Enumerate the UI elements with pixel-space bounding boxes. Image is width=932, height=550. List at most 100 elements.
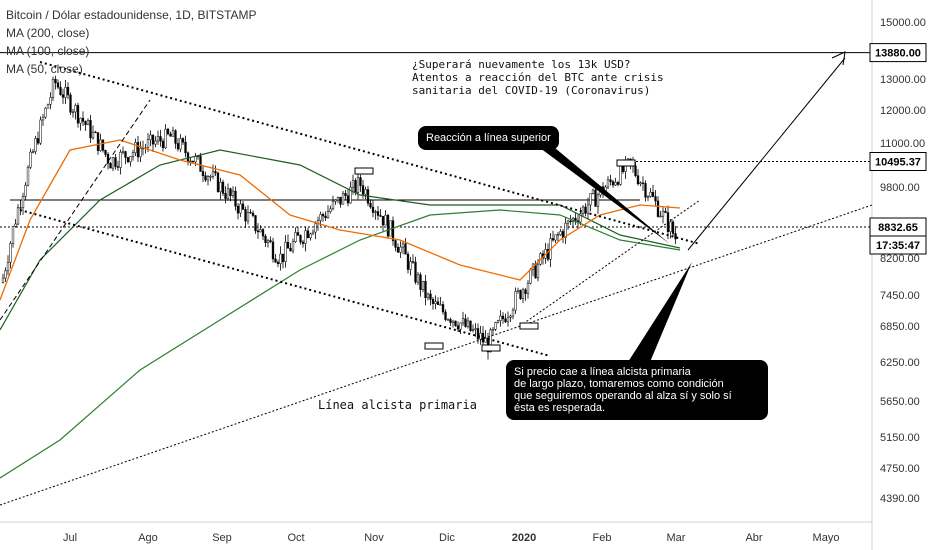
- candle-body: [259, 229, 262, 233]
- candle-body: [496, 320, 500, 323]
- indicator-ma100: MA (100, close): [6, 44, 90, 58]
- candle-body: [176, 143, 180, 150]
- candle-body: [94, 131, 97, 134]
- candle-body: [4, 270, 7, 279]
- pivot-marker: [519, 322, 539, 330]
- candle-body: [184, 141, 187, 154]
- candle-body: [71, 111, 75, 113]
- candle-body: [11, 226, 15, 244]
- candle-body: [411, 261, 415, 263]
- candle-body: [424, 280, 427, 298]
- price-label-text: 17:35:47: [876, 240, 920, 252]
- candle-body: [296, 232, 300, 236]
- candle-body: [306, 230, 310, 238]
- candle-body: [321, 214, 325, 217]
- candle-body: [54, 78, 57, 84]
- candle-body: [106, 154, 110, 164]
- candle-body: [84, 121, 87, 126]
- candle-body: [434, 301, 437, 304]
- candle-body: [236, 205, 240, 214]
- candle-body: [146, 139, 150, 149]
- candle-body: [126, 157, 130, 163]
- candle-body: [74, 105, 77, 113]
- candle-body: [559, 231, 562, 235]
- y-tick-label: 9800.00: [880, 182, 920, 194]
- y-tick-label: 8200.00: [880, 253, 920, 265]
- candle-body: [214, 171, 217, 174]
- candle-body: [301, 241, 305, 244]
- candle-body: [444, 311, 447, 320]
- candle-body: [616, 182, 620, 185]
- candle-body: [611, 181, 615, 186]
- note-block: ¿Superará nuevamente los 13k USD? Atento…: [412, 58, 664, 97]
- candle-body: [226, 188, 230, 199]
- candle-body: [44, 107, 47, 118]
- candle-body: [201, 171, 205, 176]
- ma200-line: [0, 209, 681, 479]
- candle-body: [466, 320, 470, 327]
- candle-body: [109, 163, 112, 169]
- candle-body: [314, 223, 317, 233]
- ma100-line: [0, 149, 681, 331]
- candle-body: [256, 230, 260, 233]
- candle-body: [179, 138, 182, 150]
- candle-body: [499, 315, 502, 322]
- candle-body: [209, 176, 212, 178]
- candle-body: [199, 155, 202, 172]
- note-line-3: sanitaria del COVID-19 (Coronavirus): [412, 84, 651, 97]
- candle-body: [299, 235, 302, 243]
- candle-body: [641, 182, 645, 184]
- candle-body: [354, 180, 357, 193]
- candle-body: [409, 261, 412, 270]
- x-tick-label: Dic: [439, 532, 455, 544]
- candle-body: [361, 185, 365, 195]
- descending-upper-line: [39, 61, 701, 245]
- candle-body: [239, 203, 242, 214]
- candle-body: [139, 148, 142, 158]
- candle-body: [46, 104, 50, 109]
- candle-body: [336, 196, 340, 201]
- candle-body: [554, 234, 557, 241]
- candle-body: [419, 274, 422, 290]
- candle-body: [9, 243, 12, 263]
- candle-body: [114, 157, 117, 167]
- candle-body: [86, 120, 90, 126]
- candle-body: [454, 320, 457, 326]
- candle-body: [351, 180, 355, 188]
- candle-body: [271, 241, 275, 260]
- candle-body: [634, 165, 637, 176]
- price-label-box: [869, 152, 927, 172]
- secondary-uptrend-line: [0, 99, 151, 321]
- candle-body: [249, 212, 252, 214]
- candle-body: [346, 195, 350, 204]
- candle-body: [524, 289, 527, 294]
- pivot-marker: [354, 167, 374, 175]
- ma50-line: [0, 139, 681, 301]
- candle-body: [494, 322, 497, 330]
- candle-body: [426, 293, 430, 298]
- candle-body: [394, 240, 397, 248]
- candle-body: [401, 243, 405, 248]
- candle-body: [564, 222, 567, 238]
- candle-body: [131, 152, 135, 157]
- price-label-text: 8832.65: [878, 222, 918, 234]
- candle-body: [556, 234, 560, 236]
- candle-body: [446, 319, 450, 321]
- candle-body: [279, 253, 282, 264]
- candle-body: [79, 117, 82, 124]
- candle-body: [586, 204, 590, 214]
- candle-body: [76, 105, 80, 124]
- x-tick-label: Nov: [364, 532, 384, 544]
- candle-body: [206, 176, 210, 181]
- candle-body: [26, 166, 30, 186]
- candle-body: [526, 282, 530, 294]
- candle-body: [59, 86, 62, 95]
- indicator-ma50: MA (50, close): [6, 62, 83, 76]
- candle-body: [294, 232, 297, 243]
- candle-body: [41, 116, 45, 121]
- candle-body: [64, 87, 67, 98]
- candle-body: [341, 193, 345, 205]
- candle-body: [501, 315, 505, 320]
- candle-body: [129, 156, 132, 163]
